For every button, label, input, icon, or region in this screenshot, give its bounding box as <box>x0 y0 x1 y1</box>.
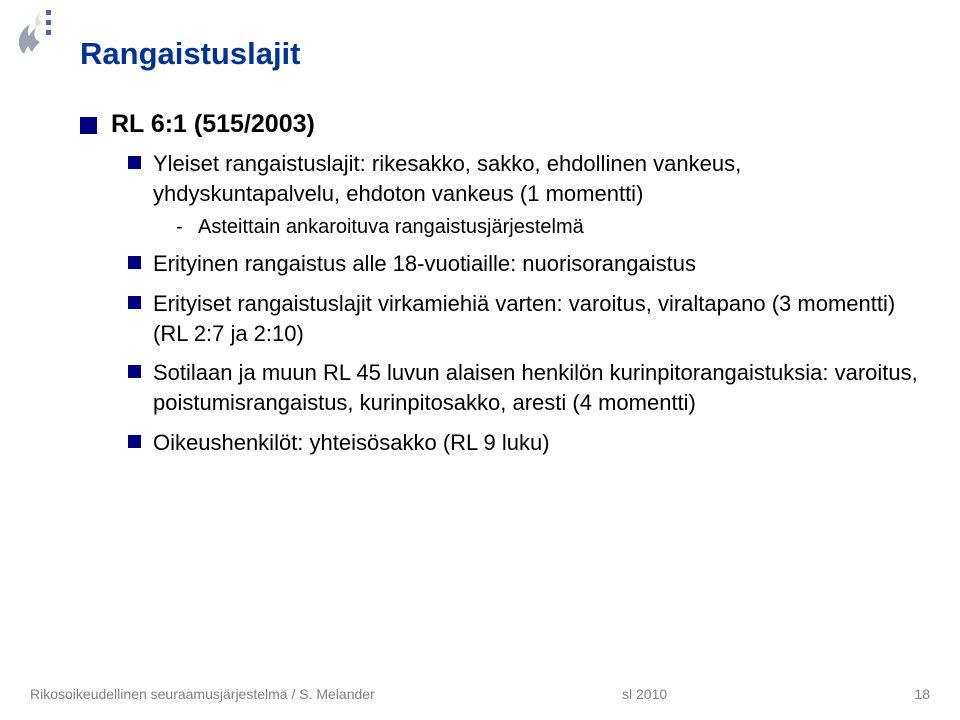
bullet-level-2: Yleiset rangaistuslajit: rikesakko, sakk… <box>128 149 920 208</box>
logo <box>6 8 58 60</box>
slide-body: Rangaistuslajit RL 6:1 (515/2003) Yleise… <box>80 36 920 458</box>
flame-main-2 <box>28 28 40 52</box>
bullet-square-icon <box>80 117 97 134</box>
bullet-text: Oikeushenkilöt: yhteisösakko (RL 9 luku) <box>153 428 550 458</box>
bullet-level-1: RL 6:1 (515/2003) <box>80 110 920 139</box>
bullet-square-icon <box>128 156 141 169</box>
bullet-level-2: Erityiset rangaistuslajit virkamiehiä va… <box>128 289 920 348</box>
bullet-text: RL 6:1 (515/2003) <box>111 110 315 139</box>
footer-left: Rikosoikeudellinen seuraamusjärjestelmä … <box>30 686 375 702</box>
bullet-square-icon <box>128 365 141 378</box>
bullet-square-icon <box>128 435 141 448</box>
dash-icon: - <box>176 216 188 239</box>
bullet-level-2: Sotilaan ja muun RL 45 luvun alaisen hen… <box>128 358 920 417</box>
bullet-level-2: Erityinen rangaistus alle 18-vuotiaille:… <box>128 249 920 279</box>
bullet-text: Asteittain ankaroituva rangaistusjärjest… <box>198 216 584 239</box>
bullet-text: Sotilaan ja muun RL 45 luvun alaisen hen… <box>153 358 920 417</box>
bullet-square-icon <box>128 256 141 269</box>
logo-dot-1 <box>46 10 51 15</box>
footer: Rikosoikeudellinen seuraamusjärjestelmä … <box>30 686 930 702</box>
footer-right: 18 <box>914 686 930 702</box>
bullet-square-icon <box>128 296 141 309</box>
bullet-text: Erityiset rangaistuslajit virkamiehiä va… <box>153 289 920 348</box>
footer-center: sl 2010 <box>622 686 667 702</box>
logo-dot-3 <box>46 30 51 35</box>
flame-tip <box>35 12 42 26</box>
bullet-level-2: Oikeushenkilöt: yhteisösakko (RL 9 luku) <box>128 428 920 458</box>
bullet-list: RL 6:1 (515/2003) Yleiset rangaistuslaji… <box>80 110 920 458</box>
bullet-text: Erityinen rangaistus alle 18-vuotiaille:… <box>153 249 696 279</box>
logo-dot-2 <box>46 20 51 25</box>
bullet-text: Yleiset rangaistuslajit: rikesakko, sakk… <box>153 149 920 208</box>
page-title: Rangaistuslajit <box>80 36 920 72</box>
bullet-level-3: - Asteittain ankaroituva rangaistusjärje… <box>176 216 920 239</box>
